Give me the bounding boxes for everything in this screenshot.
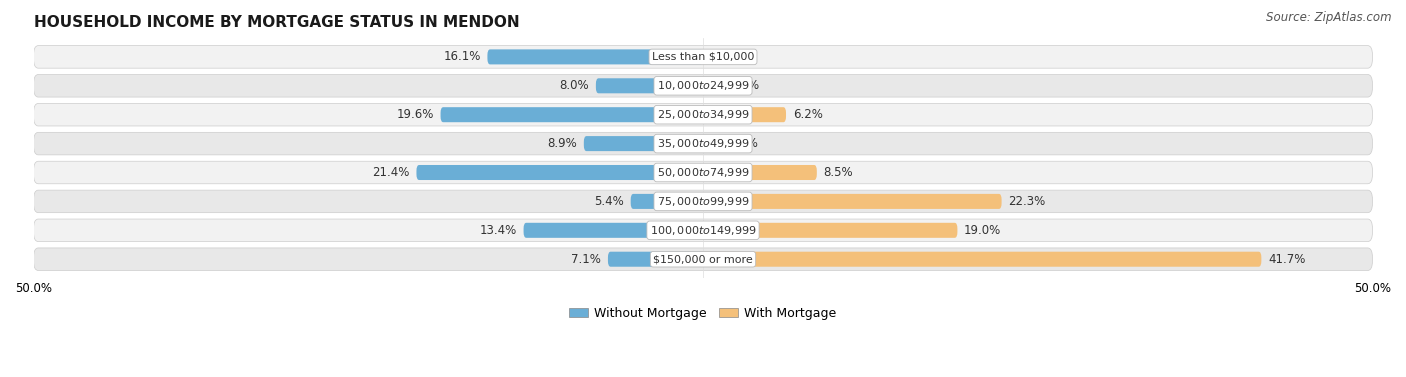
FancyBboxPatch shape bbox=[34, 161, 1372, 184]
Text: $75,000 to $99,999: $75,000 to $99,999 bbox=[657, 195, 749, 208]
FancyBboxPatch shape bbox=[34, 248, 1372, 270]
Text: $35,000 to $49,999: $35,000 to $49,999 bbox=[657, 137, 749, 150]
FancyBboxPatch shape bbox=[34, 190, 1372, 213]
FancyBboxPatch shape bbox=[631, 194, 703, 209]
FancyBboxPatch shape bbox=[703, 252, 1261, 267]
FancyBboxPatch shape bbox=[596, 78, 703, 93]
Text: 0.95%: 0.95% bbox=[723, 79, 759, 92]
FancyBboxPatch shape bbox=[607, 252, 703, 267]
FancyBboxPatch shape bbox=[703, 165, 817, 180]
FancyBboxPatch shape bbox=[703, 107, 786, 122]
FancyBboxPatch shape bbox=[34, 132, 1372, 155]
Text: 5.4%: 5.4% bbox=[595, 195, 624, 208]
Legend: Without Mortgage, With Mortgage: Without Mortgage, With Mortgage bbox=[564, 302, 842, 325]
Text: Less than $10,000: Less than $10,000 bbox=[652, 52, 754, 62]
Text: 1.4%: 1.4% bbox=[728, 137, 758, 150]
Text: $25,000 to $34,999: $25,000 to $34,999 bbox=[657, 108, 749, 121]
FancyBboxPatch shape bbox=[34, 75, 1372, 97]
FancyBboxPatch shape bbox=[34, 46, 1372, 68]
Text: 8.0%: 8.0% bbox=[560, 79, 589, 92]
Text: $150,000 or more: $150,000 or more bbox=[654, 254, 752, 264]
Text: 6.2%: 6.2% bbox=[793, 108, 823, 121]
FancyBboxPatch shape bbox=[703, 194, 1001, 209]
Text: $50,000 to $74,999: $50,000 to $74,999 bbox=[657, 166, 749, 179]
FancyBboxPatch shape bbox=[34, 103, 1372, 126]
Text: 13.4%: 13.4% bbox=[479, 224, 517, 237]
Text: 8.5%: 8.5% bbox=[824, 166, 853, 179]
Text: 16.1%: 16.1% bbox=[443, 51, 481, 63]
Text: $100,000 to $149,999: $100,000 to $149,999 bbox=[650, 224, 756, 237]
FancyBboxPatch shape bbox=[703, 223, 957, 238]
FancyBboxPatch shape bbox=[583, 136, 703, 151]
Text: 7.1%: 7.1% bbox=[571, 253, 602, 266]
Text: 22.3%: 22.3% bbox=[1008, 195, 1046, 208]
Text: 41.7%: 41.7% bbox=[1268, 253, 1305, 266]
FancyBboxPatch shape bbox=[440, 107, 703, 122]
Text: $10,000 to $24,999: $10,000 to $24,999 bbox=[657, 79, 749, 92]
FancyBboxPatch shape bbox=[34, 219, 1372, 242]
FancyBboxPatch shape bbox=[703, 78, 716, 93]
FancyBboxPatch shape bbox=[488, 49, 703, 64]
FancyBboxPatch shape bbox=[703, 136, 721, 151]
Text: 0.0%: 0.0% bbox=[710, 51, 740, 63]
FancyBboxPatch shape bbox=[523, 223, 703, 238]
Text: 8.9%: 8.9% bbox=[547, 137, 576, 150]
FancyBboxPatch shape bbox=[416, 165, 703, 180]
Text: Source: ZipAtlas.com: Source: ZipAtlas.com bbox=[1267, 11, 1392, 24]
Text: 21.4%: 21.4% bbox=[373, 166, 409, 179]
Text: 19.0%: 19.0% bbox=[965, 224, 1001, 237]
Text: HOUSEHOLD INCOME BY MORTGAGE STATUS IN MENDON: HOUSEHOLD INCOME BY MORTGAGE STATUS IN M… bbox=[34, 15, 519, 30]
Text: 19.6%: 19.6% bbox=[396, 108, 434, 121]
